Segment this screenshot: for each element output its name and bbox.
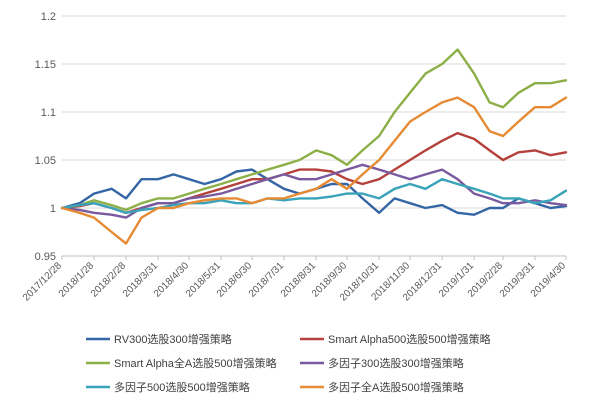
legend-label: 多因子500选股500增强策略 xyxy=(114,380,250,394)
series-line-2 xyxy=(60,131,568,215)
y-tick-label: 1 xyxy=(50,203,56,215)
series-line-6 xyxy=(60,96,568,245)
legend-label: RV300选股300增强策略 xyxy=(114,332,232,346)
y-tick-label: 1.05 xyxy=(35,155,56,167)
y-tick-label: 1.1 xyxy=(41,107,56,119)
legend-label: 多因子300选股300增强策略 xyxy=(328,356,464,370)
series-line-5 xyxy=(60,177,568,215)
legend-label: Smart Alpha全A选股500增强策略 xyxy=(114,356,277,370)
series-lines xyxy=(60,48,568,245)
legend-label: Smart Alpha500选股500增强策略 xyxy=(328,332,491,346)
axes: 0.9511.051.11.151.22017/12/282018/1/2820… xyxy=(21,11,568,304)
y-tick-label: 0.95 xyxy=(35,251,56,263)
y-tick-label: 1.2 xyxy=(41,11,56,23)
series-line-3 xyxy=(60,48,568,212)
legend: RV300选股300增强策略 Smart Alpha500选股500增强策略 Sma… xyxy=(86,332,491,394)
y-tick-label: 1.15 xyxy=(35,59,56,71)
series-line-4 xyxy=(60,163,568,219)
gridlines xyxy=(62,15,566,257)
x-tick-label: 2017/12/28 xyxy=(21,260,64,303)
legend-label: 多因子全A选股500增强策略 xyxy=(328,380,464,394)
